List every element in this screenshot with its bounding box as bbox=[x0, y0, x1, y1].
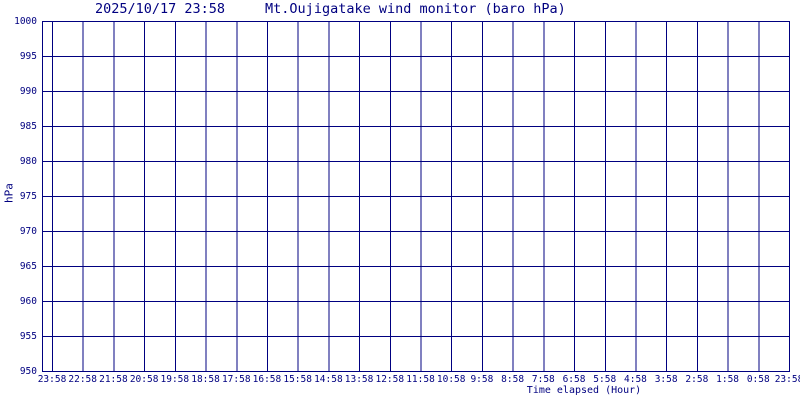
x-tick-label: 11:58 bbox=[406, 374, 435, 385]
y-tick-label: 960 bbox=[19, 295, 37, 307]
x-tick-label: 14:58 bbox=[314, 374, 343, 385]
y-axis-title: hPa bbox=[2, 183, 16, 203]
chart-title-row: 2025/10/17 23:58 Mt.Oujigatake wind moni… bbox=[95, 1, 566, 17]
x-tick-label: 23:58 bbox=[774, 374, 800, 385]
x-tick-label: 6:58 bbox=[562, 374, 586, 385]
x-tick-label: 2:58 bbox=[685, 374, 709, 385]
y-tick-label: 1000 bbox=[14, 15, 37, 27]
y-tick-label: 990 bbox=[19, 85, 37, 97]
x-tick-label: 3:58 bbox=[654, 374, 678, 385]
x-tick-label: 13:58 bbox=[344, 374, 374, 385]
x-tick-label: 23:58 bbox=[37, 374, 67, 385]
y-tick-label: 985 bbox=[19, 120, 37, 132]
y-tick-label: 975 bbox=[19, 190, 37, 202]
x-axis-title: Time elapsed (Hour) bbox=[526, 385, 642, 396]
x-tick-label: 4:58 bbox=[624, 374, 647, 385]
y-tick-label: 950 bbox=[19, 365, 37, 377]
x-tick-label: 20:58 bbox=[129, 374, 159, 385]
x-tick-label: 8:58 bbox=[501, 374, 525, 385]
x-tick-label: 16:58 bbox=[252, 374, 282, 385]
x-tick-label: 1:58 bbox=[716, 374, 740, 385]
y-tick-label: 970 bbox=[19, 225, 37, 237]
y-tick-label: 995 bbox=[19, 50, 37, 62]
x-tick-label: 17:58 bbox=[221, 374, 251, 385]
chart-datetime: 2025/10/17 23:58 bbox=[95, 1, 226, 17]
x-tick-label: 21:58 bbox=[99, 374, 128, 385]
x-tick-label: 0:58 bbox=[746, 374, 770, 385]
x-tick-label: 10:58 bbox=[436, 374, 466, 385]
x-tick-label: 15:58 bbox=[283, 374, 312, 385]
y-tick-label: 955 bbox=[19, 330, 37, 342]
y-tick-label: 965 bbox=[19, 260, 37, 272]
x-tick-label: 9:58 bbox=[470, 374, 494, 385]
y-tick-label: 980 bbox=[19, 155, 37, 167]
x-tick-label: 18:58 bbox=[191, 374, 220, 385]
chart-title: Mt.Oujigatake wind monitor (baro hPa) bbox=[265, 1, 566, 17]
x-tick-label: 7:58 bbox=[531, 374, 555, 385]
x-tick-label: 22:58 bbox=[68, 374, 98, 385]
y-axis-tick-labels: 1000 995 990 985 980 975 970 965 960 955 950 bbox=[0, 0, 37, 400]
plot-area-grid bbox=[42, 21, 790, 372]
x-tick-label: 19:58 bbox=[160, 374, 190, 385]
x-tick-label: 5:58 bbox=[593, 374, 617, 385]
x-tick-label: 12:58 bbox=[375, 374, 405, 385]
